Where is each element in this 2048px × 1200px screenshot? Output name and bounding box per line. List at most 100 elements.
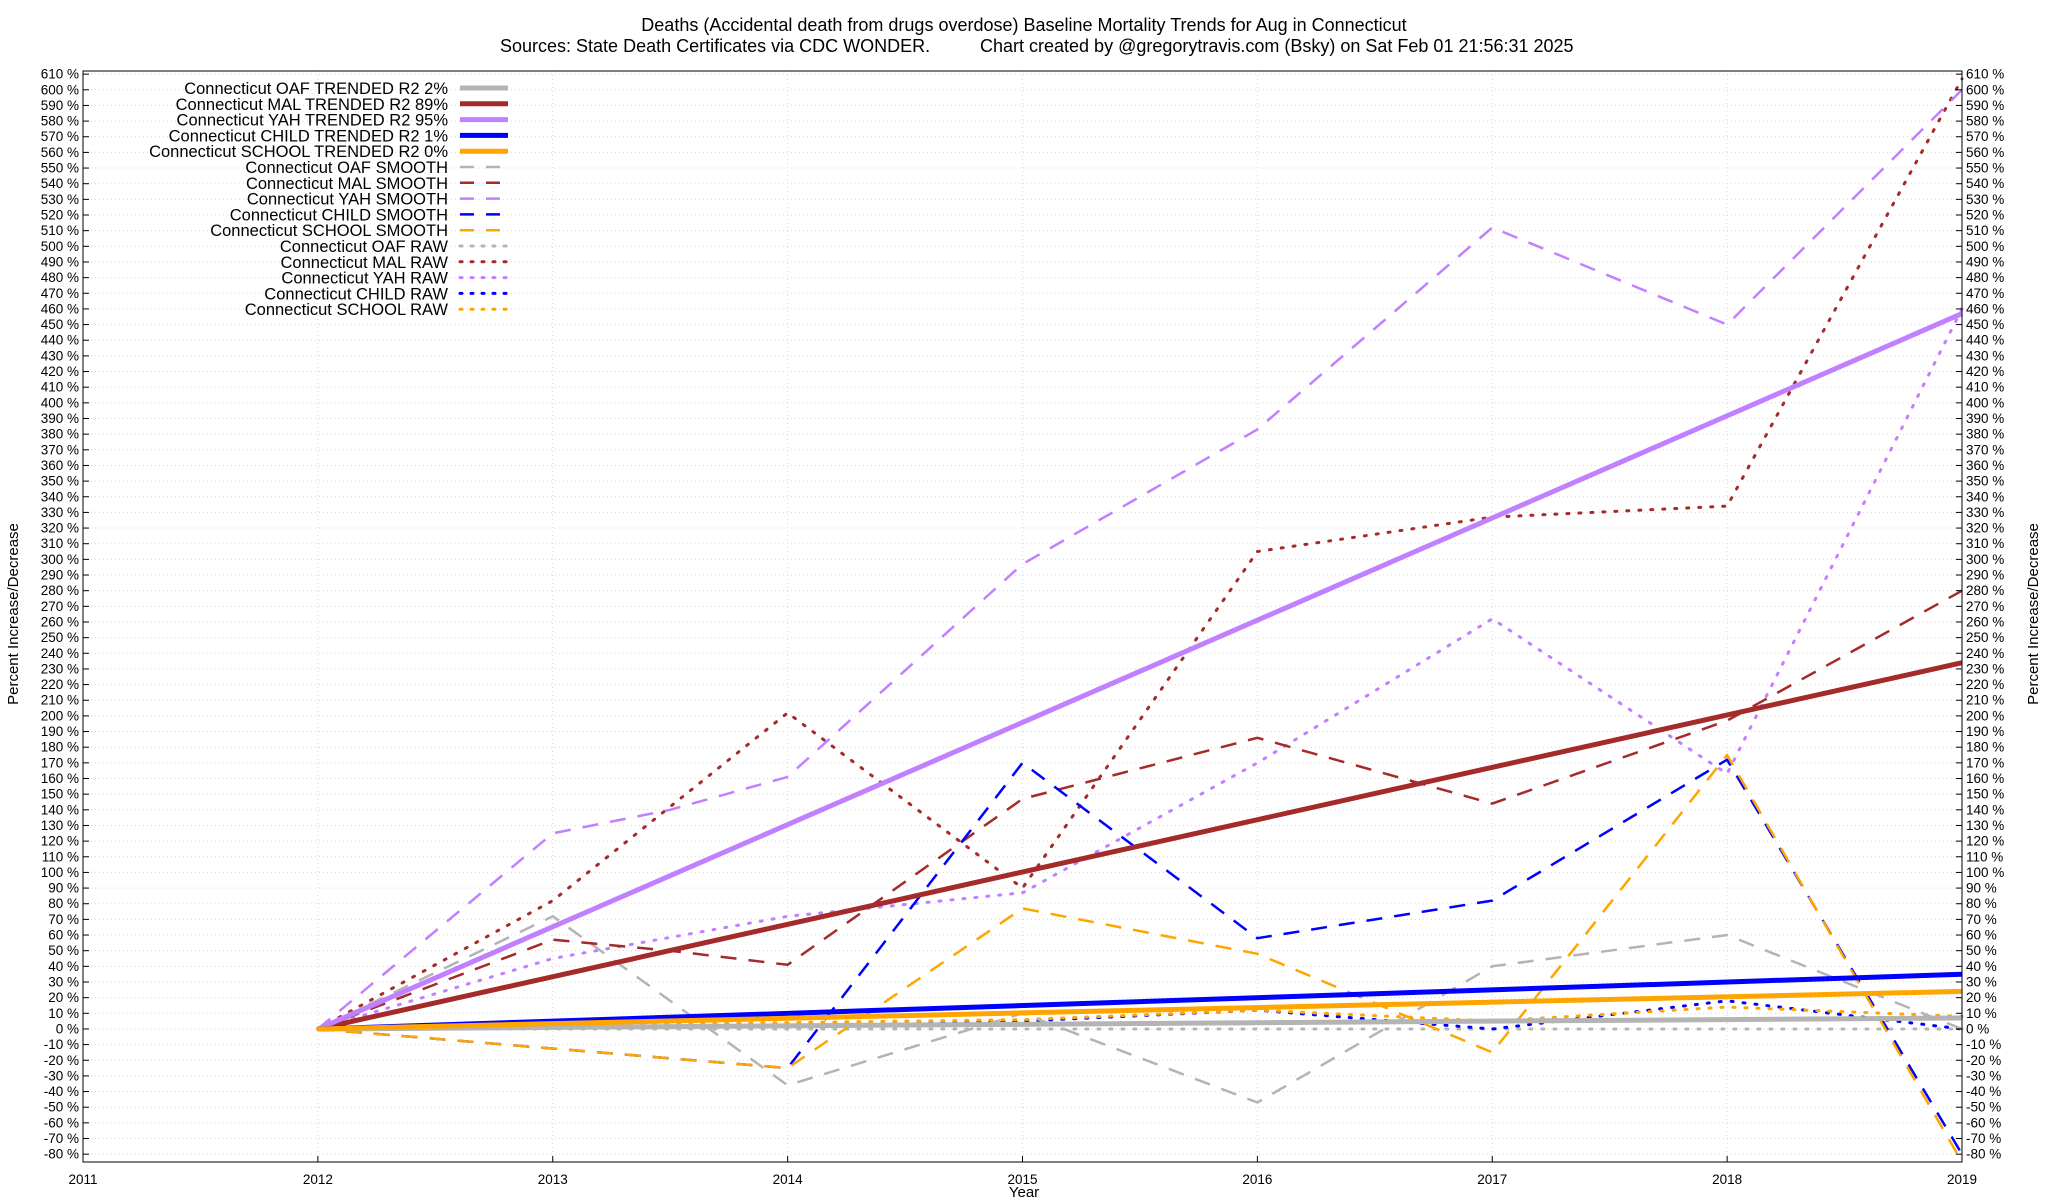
series-line-connecticut-school-smooth — [317, 753, 1964, 1163]
y-tick-label-left: -50 % — [44, 1100, 79, 1115]
y-tick-label-left: 570 % — [41, 129, 79, 144]
y-tick-label-right: 580 % — [1966, 114, 2004, 129]
y-tick-label-left: 590 % — [41, 98, 79, 113]
y-tick-label-right: 180 % — [1966, 740, 2004, 755]
y-tick-label-right: 590 % — [1966, 98, 2004, 113]
y-tick-label-left: 280 % — [41, 583, 79, 598]
y-tick-label-left: 530 % — [41, 192, 79, 207]
y-tick-label-left: 390 % — [41, 411, 79, 426]
y-tick-label-right: 340 % — [1966, 489, 2004, 504]
x-axis-label: Year — [1009, 1184, 1039, 1200]
y-tick-label-left: -10 % — [44, 1037, 79, 1052]
y-tick-label-right: -70 % — [1966, 1131, 2001, 1146]
y-tick-label-left: 610 % — [41, 67, 79, 82]
y-tick-label-right: 10 % — [1966, 1006, 1997, 1021]
y-tick-label-right: 130 % — [1966, 818, 2004, 833]
y-tick-label-right: -40 % — [1966, 1084, 2001, 1099]
y-tick-label-left: 270 % — [41, 599, 79, 614]
y-tick-label-left: 110 % — [42, 849, 79, 864]
y-tick-label-left: 580 % — [41, 114, 79, 129]
legend-entry-label: Connecticut CHILD RAW — [264, 285, 448, 303]
y-tick-label-right: 530 % — [1966, 192, 2004, 207]
y-tick-label-left: 80 % — [48, 896, 79, 911]
y-tick-label-right: 550 % — [1966, 161, 2004, 176]
legend-entry-label: Connecticut OAF RAW — [280, 238, 449, 256]
y-tick-label-left: 490 % — [41, 254, 79, 269]
y-tick-label-right: 70 % — [1966, 912, 1997, 927]
y-tick-label-right: 60 % — [1966, 928, 1997, 943]
y-tick-label-right: 150 % — [1966, 787, 2004, 802]
series-line-connecticut-school-trended — [317, 988, 1963, 1032]
y-tick-label-left: 200 % — [41, 708, 79, 723]
legend-entry-label: Connecticut YAH RAW — [281, 270, 448, 288]
y-tick-label-right: -50 % — [1966, 1100, 2001, 1115]
x-tick-label: 2011 — [68, 1172, 97, 1187]
y-tick-label-right: -10 % — [1966, 1037, 2001, 1052]
y-tick-label-left: 350 % — [41, 474, 79, 489]
y-tick-label-left: 400 % — [41, 395, 79, 410]
y-tick-label-left: 600 % — [41, 82, 79, 97]
y-tick-label-right: 400 % — [1966, 395, 2004, 410]
y-tick-label-right: 250 % — [1966, 630, 2004, 645]
series-lines — [316, 77, 1964, 1163]
y-tick-label-left: 300 % — [41, 552, 79, 567]
y-tick-label-left: 120 % — [41, 834, 79, 849]
legend-entry-label: Connecticut OAF SMOOTH — [245, 159, 448, 177]
y-tick-label-right: 20 % — [1966, 990, 1997, 1005]
y-tick-label-right: 610 % — [1966, 67, 2004, 82]
legend-entry-label: Connecticut CHILD SMOOTH — [230, 206, 448, 224]
y-tick-label-left: -20 % — [44, 1053, 79, 1068]
y-tick-label-left: 250 % — [41, 630, 79, 645]
legend: Connecticut OAF TRENDED R2 2%Connecticut… — [149, 80, 510, 319]
y-tick-label-right: 350 % — [1966, 474, 2004, 489]
y-tick-label-right: 480 % — [1966, 270, 2004, 285]
y-tick-label-right: 270 % — [1966, 599, 2004, 614]
y-tick-label-right: 260 % — [1966, 614, 2004, 629]
y-tick-label-left: 550 % — [41, 161, 79, 176]
y-tick-label-right: 320 % — [1966, 521, 2004, 536]
y-tick-label-left: 450 % — [41, 317, 79, 332]
y-tick-label-left: 560 % — [41, 145, 79, 160]
y-tick-label-right: -20 % — [1966, 1053, 2001, 1068]
y-tick-label-right: 380 % — [1966, 427, 2004, 442]
y-tick-label-right: 30 % — [1966, 974, 1997, 989]
series-line-connecticut-yah-trended — [316, 311, 1963, 1032]
series-line-connecticut-yah-raw — [316, 307, 1964, 1031]
y-tick-label-left: 370 % — [41, 442, 79, 457]
x-tick-label: 2016 — [1242, 1172, 1272, 1187]
y-tick-label-right: 240 % — [1966, 646, 2004, 661]
legend-entry-label: Connecticut SCHOOL SMOOTH — [210, 222, 448, 240]
y-tick-label-right: 540 % — [1966, 176, 2004, 191]
y-tick-label-right: 80 % — [1966, 896, 1997, 911]
series-line-connecticut-yah-smooth — [317, 88, 1963, 1030]
y-tick-label-right: 200 % — [1966, 708, 2004, 723]
y-tick-label-right: 140 % — [1966, 802, 2004, 817]
y-tick-label-right: 290 % — [1966, 568, 2004, 583]
y-tick-label-right: 390 % — [1966, 411, 2004, 426]
y-tick-label-left: 420 % — [41, 364, 79, 379]
y-tick-label-left: 130 % — [41, 818, 79, 833]
series-line-connecticut-oaf-trended — [317, 1015, 1963, 1032]
y-tick-label-left: 60 % — [48, 928, 79, 943]
y-tick-label-left: 100 % — [41, 865, 79, 880]
legend-entry-label: Connecticut YAH SMOOTH — [247, 191, 448, 209]
y-tick-label-left: 470 % — [41, 286, 79, 301]
y-tick-label-right: 40 % — [1966, 959, 1997, 974]
y-tick-label-right: 440 % — [1966, 333, 2004, 348]
y-tick-label-right: 490 % — [1966, 254, 2004, 269]
y-tick-label-left: 520 % — [41, 208, 79, 223]
y-tick-label-right: 510 % — [1966, 223, 2004, 238]
y-tick-label-left: 0 % — [56, 1021, 79, 1036]
y-tick-label-left: 340 % — [41, 489, 79, 504]
x-tick-label: 2013 — [538, 1172, 568, 1187]
y-tick-label-left: 500 % — [41, 239, 79, 254]
legend-entry-label: Connecticut SCHOOL RAW — [245, 301, 449, 319]
y-tick-label-right: 410 % — [1966, 380, 2004, 395]
y-tick-label-right: 370 % — [1966, 442, 2004, 457]
y-tick-label-left: 190 % — [41, 724, 79, 739]
y-tick-label-left: 410 % — [41, 380, 79, 395]
x-tick-label: 2014 — [773, 1172, 804, 1187]
y-tick-label-right: 190 % — [1966, 724, 2004, 739]
y-tick-label-right: 460 % — [1966, 301, 2004, 316]
y-tick-label-left: 40 % — [48, 959, 79, 974]
